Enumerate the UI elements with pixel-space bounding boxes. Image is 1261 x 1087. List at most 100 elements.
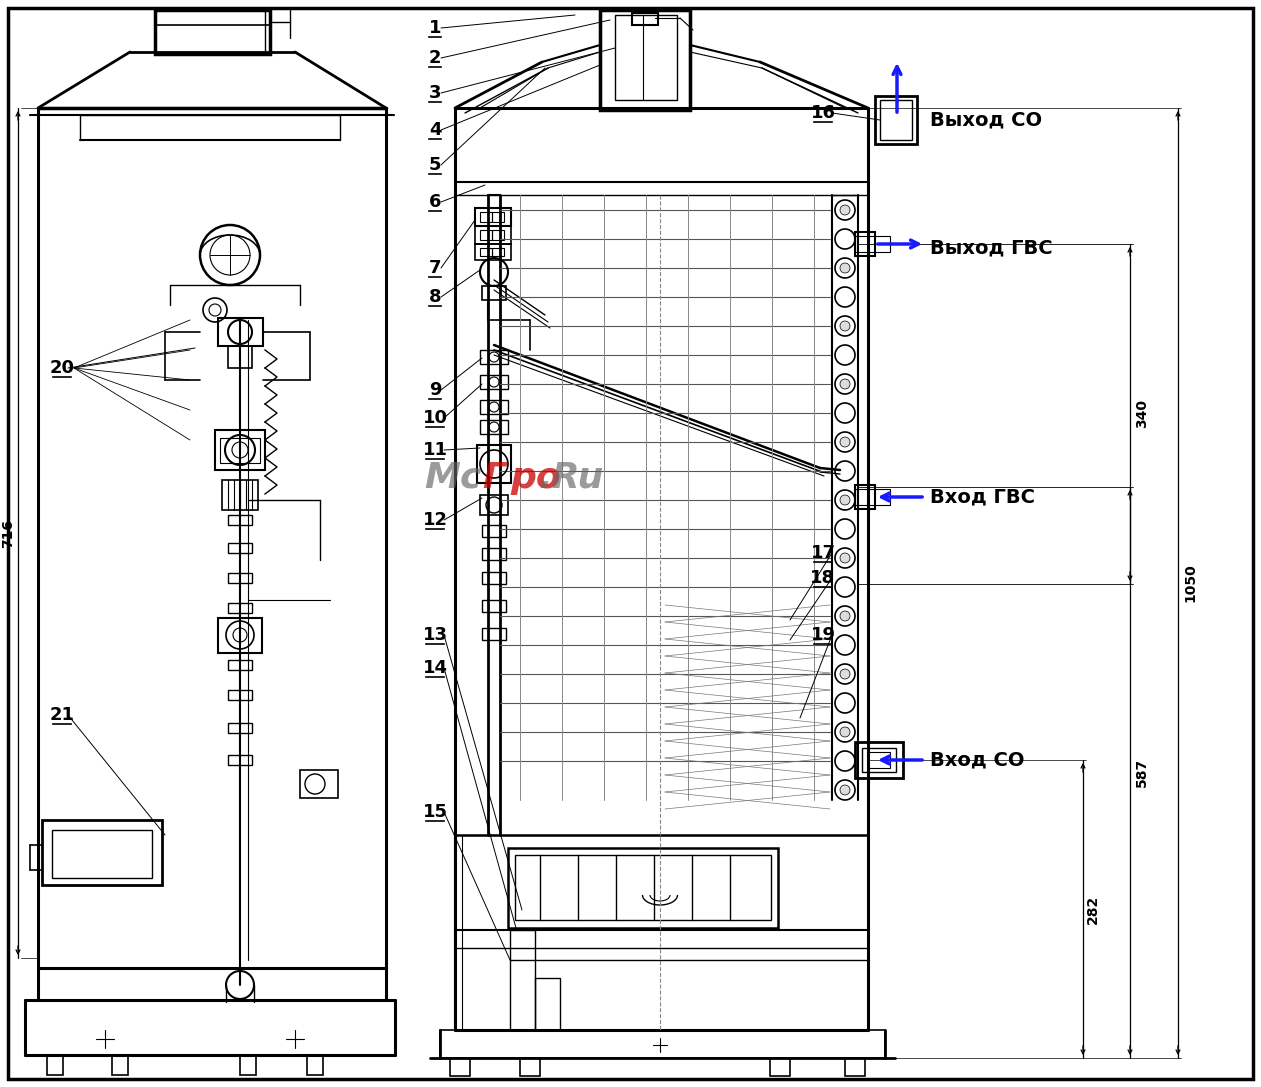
Text: 3: 3 xyxy=(429,84,441,102)
Circle shape xyxy=(840,263,850,273)
Text: 11: 11 xyxy=(422,441,448,459)
Text: Выход ГВС: Выход ГВС xyxy=(931,238,1053,258)
Text: 15: 15 xyxy=(422,803,448,821)
Bar xyxy=(855,742,903,778)
Bar xyxy=(482,628,506,640)
Bar xyxy=(112,1055,129,1075)
Text: .Ru: .Ru xyxy=(538,461,603,495)
Bar xyxy=(509,930,535,1030)
Circle shape xyxy=(840,379,850,389)
Circle shape xyxy=(840,785,850,795)
Text: 21: 21 xyxy=(49,705,74,724)
Bar xyxy=(52,830,153,878)
Circle shape xyxy=(840,495,850,505)
Text: 1050: 1050 xyxy=(1183,564,1197,602)
Bar xyxy=(42,820,161,885)
Bar xyxy=(228,603,252,613)
Bar xyxy=(228,660,252,670)
Text: 8: 8 xyxy=(429,288,441,307)
Text: 14: 14 xyxy=(422,659,448,677)
Text: Вход СО: Вход СО xyxy=(931,750,1024,770)
Bar xyxy=(492,248,504,257)
Text: 19: 19 xyxy=(811,626,836,644)
Bar xyxy=(492,212,504,222)
Bar xyxy=(228,573,252,583)
Text: 16: 16 xyxy=(811,104,836,122)
Text: 4: 4 xyxy=(429,121,441,139)
Bar xyxy=(615,15,677,100)
Bar xyxy=(228,690,252,700)
Circle shape xyxy=(840,205,850,215)
Text: 340: 340 xyxy=(1135,400,1149,428)
Bar xyxy=(462,835,868,1030)
Bar xyxy=(855,485,875,509)
Bar xyxy=(492,230,504,240)
Text: Mc: Mc xyxy=(425,461,482,495)
Bar xyxy=(482,286,506,300)
Text: 5: 5 xyxy=(429,157,441,174)
Circle shape xyxy=(840,611,850,621)
Bar xyxy=(514,855,770,920)
Text: 282: 282 xyxy=(1086,895,1100,924)
Bar xyxy=(480,248,492,257)
Bar xyxy=(222,480,259,510)
Bar xyxy=(880,100,912,140)
Bar xyxy=(228,755,252,765)
Text: 17: 17 xyxy=(811,544,836,562)
Bar xyxy=(475,243,511,260)
Bar xyxy=(875,96,917,143)
Bar xyxy=(480,400,508,414)
Circle shape xyxy=(840,321,850,332)
Text: 716: 716 xyxy=(1,518,15,548)
Bar xyxy=(155,10,270,54)
Bar xyxy=(868,752,890,769)
Bar xyxy=(228,544,252,553)
Circle shape xyxy=(840,727,850,737)
Bar xyxy=(480,212,492,222)
Bar xyxy=(306,1055,323,1075)
Bar xyxy=(300,770,338,798)
Text: Выход СО: Выход СО xyxy=(931,111,1042,129)
Bar xyxy=(219,438,260,463)
Text: 20: 20 xyxy=(49,359,74,377)
Text: 1: 1 xyxy=(429,18,441,37)
Text: Вход ГВС: Вход ГВС xyxy=(931,487,1035,507)
Bar xyxy=(632,13,658,25)
Text: 587: 587 xyxy=(1135,758,1149,787)
Bar xyxy=(475,226,511,243)
Text: Г: Г xyxy=(482,461,504,495)
Bar xyxy=(440,1030,885,1058)
Text: 9: 9 xyxy=(429,382,441,399)
Bar xyxy=(535,978,560,1030)
Bar xyxy=(770,1058,789,1076)
Bar xyxy=(480,495,508,515)
Bar xyxy=(855,232,875,257)
Bar xyxy=(480,420,508,434)
Bar xyxy=(214,430,265,470)
Bar xyxy=(228,723,252,733)
Bar xyxy=(240,1055,256,1075)
Bar xyxy=(863,748,897,772)
Bar xyxy=(450,1058,470,1076)
Bar xyxy=(480,230,492,240)
Text: 12: 12 xyxy=(422,511,448,529)
Bar xyxy=(855,489,890,505)
Bar xyxy=(228,346,252,368)
Bar xyxy=(477,445,511,483)
Text: 13: 13 xyxy=(422,626,448,644)
Bar xyxy=(228,515,252,525)
Bar xyxy=(520,1058,540,1076)
Text: ро: ро xyxy=(509,461,561,495)
Bar xyxy=(218,619,262,653)
Text: 18: 18 xyxy=(811,569,836,587)
Bar xyxy=(218,318,264,346)
Bar xyxy=(475,208,511,226)
Text: 6: 6 xyxy=(429,193,441,211)
Bar xyxy=(855,236,890,252)
Text: 2: 2 xyxy=(429,49,441,67)
Text: 7: 7 xyxy=(429,259,441,277)
Bar xyxy=(480,350,508,364)
Bar xyxy=(482,572,506,584)
Bar xyxy=(482,548,506,560)
Circle shape xyxy=(840,437,850,447)
